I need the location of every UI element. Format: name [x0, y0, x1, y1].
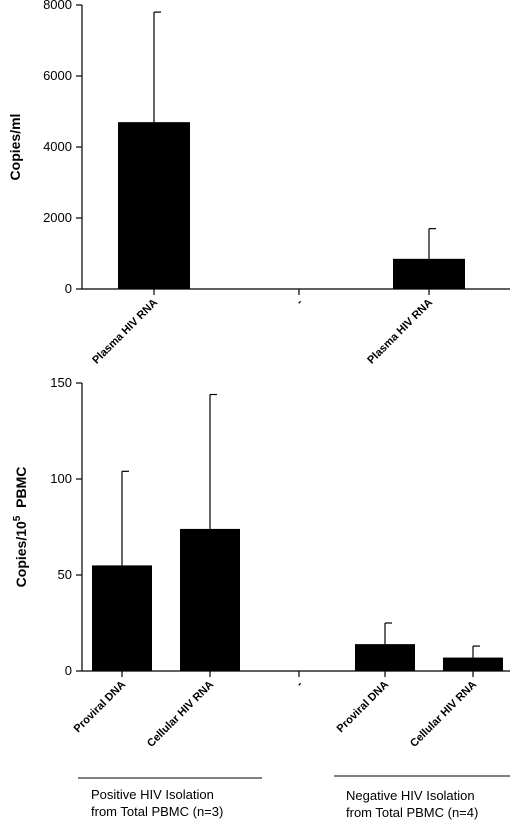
top-bars: [118, 11, 465, 290]
bar: [180, 528, 240, 671]
y-tick-label: 0: [65, 663, 72, 678]
bar: [118, 122, 190, 290]
group-negative-line2: from Total PBMC (n=4): [346, 805, 478, 820]
x-category-label: Plasma HIV RNA: [365, 297, 435, 367]
y-tick-label: 100: [50, 471, 72, 486]
x-category-label: Proviral DNA: [335, 679, 392, 736]
y-tick-label: 50: [58, 567, 72, 582]
top-x-labels: Plasma HIV RNA - Plasma HIV RNA: [90, 289, 435, 367]
y-tick-label: 4000: [43, 139, 72, 154]
bar: [92, 565, 152, 671]
bottom-y-ticks: 0 50 100 150: [50, 375, 82, 678]
y-tick-label: 6000: [43, 68, 72, 83]
y-tick-label: 150: [50, 375, 72, 390]
x-category-label: Plasma HIV RNA: [90, 297, 160, 367]
top-y-ticks: 0 2000 4000 6000 8000: [43, 0, 82, 296]
x-category-label: Cellular HIV RNA: [145, 679, 216, 750]
bottom-x-labels: Proviral DNA Cellular HIV RNA - Proviral DN…: [72, 671, 479, 750]
group-negative-line1: Negative HIV Isolation: [346, 788, 475, 803]
bar: [355, 644, 415, 671]
x-category-label: Cellular HIV RNA: [408, 679, 479, 750]
x-category-label: -: [294, 296, 305, 307]
x-category-label: -: [294, 678, 305, 689]
bar: [393, 258, 465, 289]
group-positive-line2: from Total PBMC (n=3): [91, 804, 223, 819]
bottom-y-axis-title: Copies/105 PBMC: [12, 467, 29, 588]
group-positive-line1: Positive HIV Isolation: [91, 787, 214, 802]
top-y-axis-title: Copies/ml: [7, 114, 23, 181]
y-tick-label: 2000: [43, 210, 72, 225]
y-tick-label: 0: [65, 281, 72, 296]
x-category-label: Proviral DNA: [72, 679, 129, 736]
bar: [443, 657, 503, 671]
bottom-bars: [92, 393, 503, 671]
y-tick-label: 8000: [43, 0, 72, 12]
